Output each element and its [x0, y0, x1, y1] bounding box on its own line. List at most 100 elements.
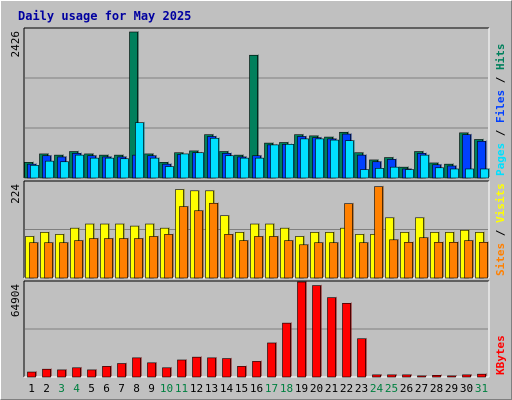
legend-hits-files-pages: Pages / Files / Hits: [494, 44, 507, 177]
legend-label-files: Files: [494, 90, 507, 123]
day-label: 19: [295, 382, 308, 395]
bar-kbytes-day-23: [357, 338, 366, 378]
bar-pages-day-18: [285, 143, 294, 179]
bar-sites-day-24: [374, 186, 383, 279]
bar-pages-day-10: [165, 166, 174, 179]
bar-sites-day-25: [389, 239, 398, 279]
day-label: 5: [88, 382, 95, 395]
bar-pages-day-30: [465, 168, 474, 179]
bar-sites-day-3: [59, 242, 68, 279]
bar-sites-day-19: [299, 244, 308, 279]
legend-label-sites: Sites: [494, 243, 507, 276]
bar-kbytes-day-5: [87, 369, 96, 378]
bar-sites-day-18: [284, 240, 293, 279]
bar-sites-day-4: [74, 240, 83, 279]
bar-sites-day-13: [209, 202, 218, 279]
day-label: 14: [220, 382, 234, 395]
bar-kbytes-day-18: [282, 322, 291, 378]
bar-pages-day-3: [60, 161, 69, 179]
bar-sites-day-11: [179, 206, 188, 279]
bar-pages-day-20: [315, 138, 324, 179]
day-label: 29: [445, 382, 458, 395]
bar-kbytes-day-10: [162, 367, 171, 378]
day-label: 9: [148, 382, 155, 395]
bar-pages-day-29: [450, 168, 459, 179]
bar-kbytes-day-4: [72, 367, 81, 378]
legend-label-kbytes: KBytes: [494, 335, 507, 375]
bar-kbytes-day-6: [102, 366, 111, 378]
bar-sites-day-10: [164, 234, 173, 279]
bar-kbytes-day-29: [447, 375, 456, 378]
day-label: 31: [475, 382, 488, 395]
bar-sites-day-7: [119, 238, 128, 279]
bar-kbytes-day-22: [342, 302, 351, 378]
bar-pages-day-14: [225, 155, 234, 179]
bar-sites-day-21: [329, 242, 338, 279]
bar-kbytes-day-12: [192, 356, 201, 378]
bar-pages-day-13: [210, 137, 219, 179]
day-label: 16: [250, 382, 263, 395]
bar-sites-day-30: [464, 240, 473, 279]
day-label: 21: [325, 382, 338, 395]
bar-pages-day-25: [390, 166, 399, 179]
day-label: 25: [385, 382, 398, 395]
bar-pages-day-28: [435, 167, 444, 179]
day-label: 2: [43, 382, 50, 395]
bar-sites-day-12: [194, 210, 203, 279]
bar-kbytes-day-21: [327, 297, 336, 378]
day-label: 26: [400, 382, 413, 395]
day-label: 4: [73, 382, 80, 395]
bar-kbytes-day-13: [207, 357, 216, 378]
bar-pages-day-27: [420, 154, 429, 179]
y-tick-label: 224: [9, 184, 22, 204]
bar-pages-day-15: [240, 157, 249, 179]
day-label: 6: [103, 382, 110, 395]
bar-sites-day-26: [404, 241, 413, 279]
bar-pages-day-4: [75, 154, 84, 179]
day-label: 22: [340, 382, 353, 395]
day-label: 11: [175, 382, 188, 395]
bar-pages-day-5: [90, 157, 99, 179]
day-label: 13: [205, 382, 218, 395]
bar-sites-day-27: [419, 237, 428, 279]
bar-pages-day-19: [300, 138, 309, 179]
bar-sites-day-23: [359, 242, 368, 279]
y-tick-label: 64904: [9, 284, 22, 317]
bar-sites-day-28: [434, 241, 443, 279]
day-label: 28: [430, 382, 443, 395]
legend-label-pages: Pages: [494, 143, 507, 176]
bar-pages-day-7: [120, 158, 129, 179]
bar-kbytes-day-26: [402, 374, 411, 378]
bar-sites-day-1: [29, 242, 38, 279]
bar-sites-day-8: [134, 238, 143, 279]
bar-pages-day-26: [405, 169, 414, 179]
bar-pages-day-1: [30, 165, 39, 179]
bar-kbytes-day-15: [237, 366, 246, 378]
bar-kbytes-day-8: [132, 357, 141, 378]
bar-sites-day-20: [314, 242, 323, 279]
bar-sites-day-31: [479, 241, 488, 279]
bar-sites-day-29: [449, 241, 458, 279]
day-label: 1: [28, 382, 35, 395]
bar-kbytes-day-7: [117, 363, 126, 378]
bar-kbytes-day-11: [177, 359, 186, 378]
bar-sites-day-5: [89, 238, 98, 279]
bar-kbytes-day-2: [42, 368, 51, 378]
day-label: 20: [310, 382, 323, 395]
day-label: 23: [355, 382, 368, 395]
day-label: 24: [370, 382, 384, 395]
bar-pages-day-2: [45, 160, 54, 179]
bar-sites-day-16: [254, 236, 263, 279]
day-label: 27: [415, 382, 428, 395]
bar-pages-day-21: [330, 139, 339, 179]
bar-kbytes-day-3: [57, 369, 66, 378]
legend-label-visits: Visits: [494, 183, 507, 223]
day-label: 17: [265, 382, 278, 395]
bar-sites-day-6: [104, 238, 113, 279]
bar-kbytes-day-9: [147, 362, 156, 378]
bar-kbytes-day-16: [252, 361, 261, 378]
legend-label-hits: Hits: [494, 44, 507, 71]
day-label: 15: [235, 382, 248, 395]
bar-kbytes-day-30: [462, 374, 471, 378]
